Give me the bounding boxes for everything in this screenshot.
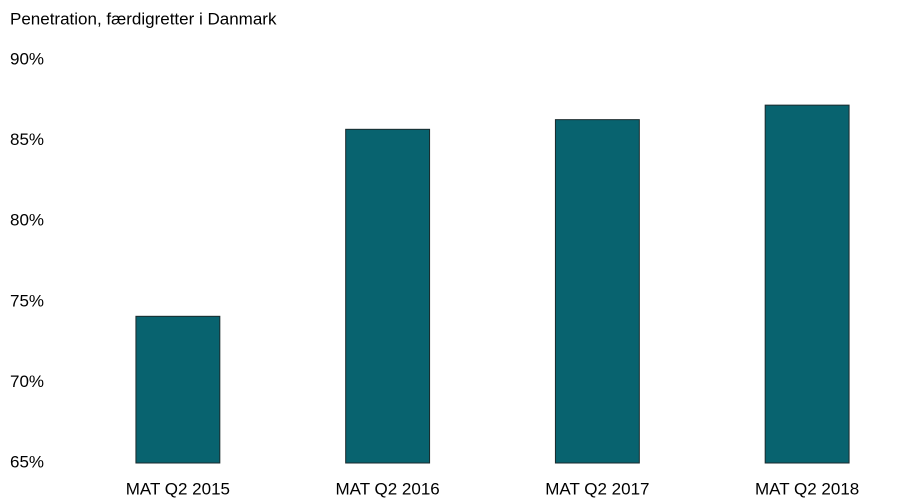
- bar: [764, 104, 850, 464]
- x-tick-label: MAT Q2 2018: [755, 479, 859, 498]
- y-tick-label: 75%: [10, 291, 44, 310]
- y-tick-label: 90%: [10, 49, 44, 68]
- chart-title: Penetration, færdigretter i Danmark: [10, 9, 277, 28]
- y-tick-label: 80%: [10, 211, 44, 230]
- bar: [135, 315, 221, 464]
- bar: [554, 119, 640, 464]
- x-tick-label: MAT Q2 2017: [545, 479, 649, 498]
- y-tick-label: 70%: [10, 372, 44, 391]
- bar: [345, 128, 431, 464]
- y-tick-label: 85%: [10, 130, 44, 149]
- x-tick-label: MAT Q2 2016: [335, 479, 439, 498]
- x-tick-label: MAT Q2 2015: [126, 479, 230, 498]
- y-tick-label: 65%: [10, 452, 44, 471]
